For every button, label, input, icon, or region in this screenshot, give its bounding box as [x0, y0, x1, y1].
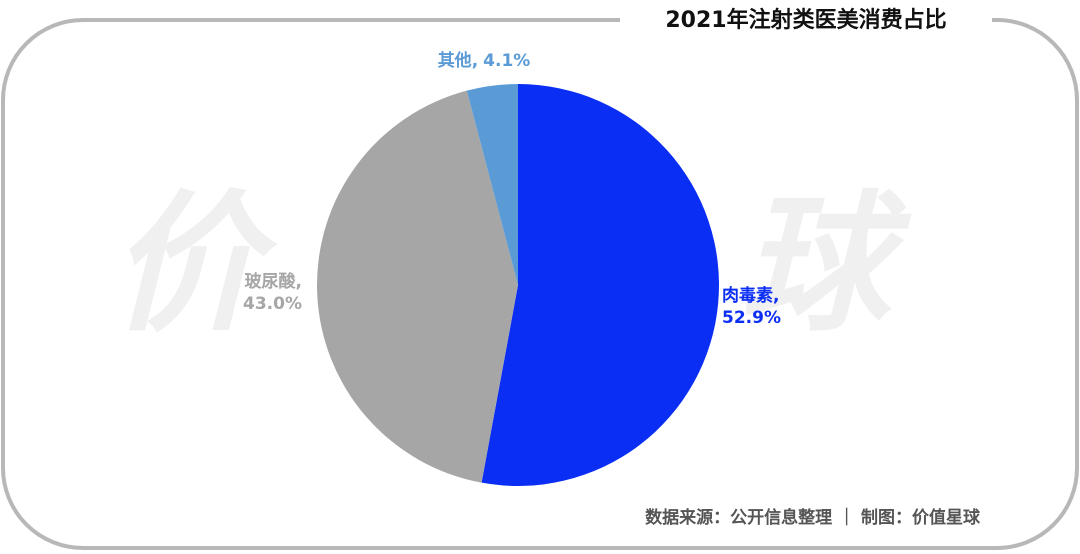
value-label: 52.9%: [722, 308, 781, 328]
value-label: 43.0%: [243, 294, 302, 314]
pie-slice: [481, 84, 720, 486]
category-label: 肉毒素: [722, 285, 773, 306]
category-label: 其他: [438, 50, 472, 71]
category-label: 玻尿酸: [245, 271, 297, 292]
pie: [317, 84, 720, 486]
pie-slice: [317, 90, 518, 483]
label-separator: ,: [296, 272, 302, 292]
data-label: 肉毒素, 52.9%: [722, 285, 781, 328]
label-separator: ,: [773, 286, 779, 306]
label-separator: ,: [472, 51, 478, 71]
data-label: 玻尿酸, 43.0%: [243, 271, 302, 314]
data-label: 其他, 4.1%: [438, 50, 531, 71]
source-note: 数据来源：公开信息整理 ｜ 制图：价值星球: [645, 507, 981, 528]
title-backdrop: [620, 4, 992, 38]
pie-slice: [466, 84, 518, 285]
chart-title: 2021年注射类医美消费占比: [665, 7, 946, 33]
value-label: 4.1%: [483, 51, 530, 71]
